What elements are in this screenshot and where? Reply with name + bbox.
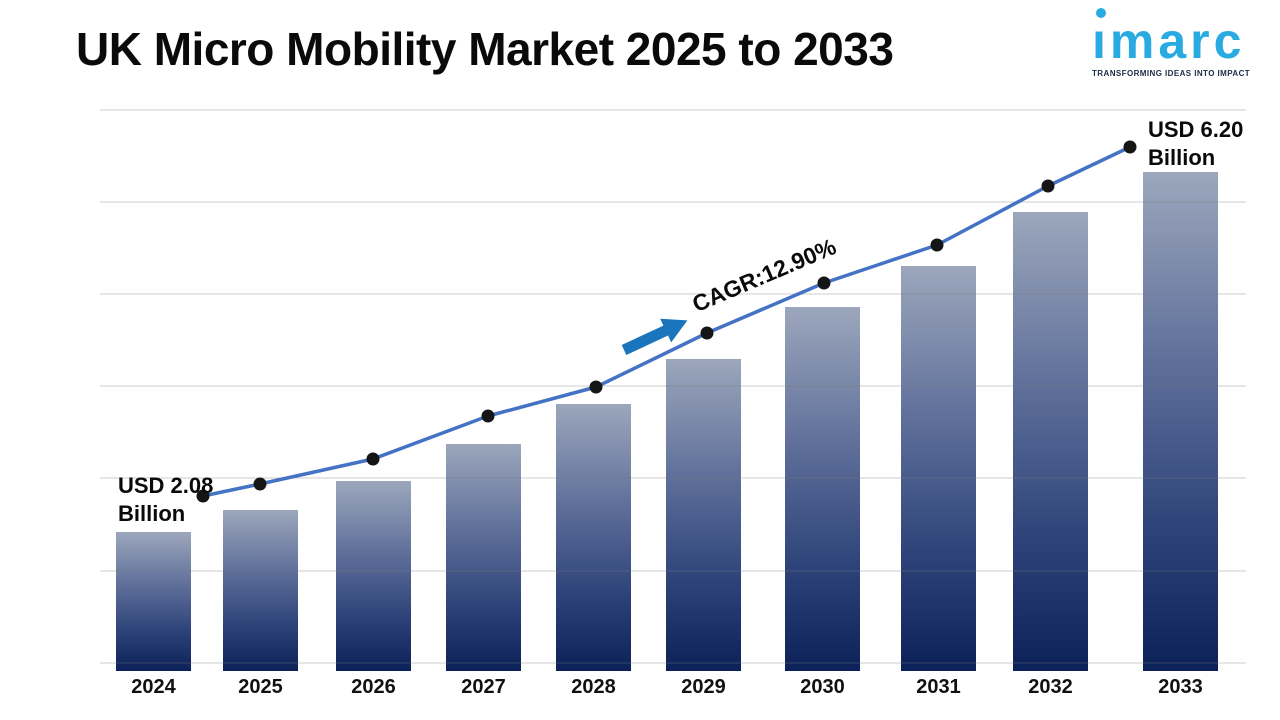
bar-2027 (446, 444, 521, 671)
data-point-2028 (589, 380, 603, 394)
logo-i-dot-icon (1096, 8, 1106, 18)
bar-2032 (1013, 212, 1088, 671)
data-point-2029 (700, 326, 714, 340)
data-point-2031 (930, 238, 944, 252)
annotation-end-line2: Billion (1148, 145, 1216, 170)
page-title: UK Micro Mobility Market 2025 to 2033 (76, 23, 894, 75)
bar-2024 (116, 532, 191, 671)
trend-line (201, 145, 1132, 498)
bar-2031 (901, 266, 976, 671)
data-point-2024 (196, 489, 210, 503)
imarc-logo: ımarc TRANSFORMING IDEAS INTO IMPACT (1092, 4, 1272, 78)
bar-2030 (785, 307, 860, 671)
bar-2029 (666, 359, 741, 671)
data-point-2032 (1041, 179, 1055, 193)
data-point-2026 (366, 452, 380, 466)
logo-wordmark: ımarc (1092, 13, 1246, 69)
annotation-end-value: USD 6.20 Billion (1148, 116, 1243, 172)
bar-2028 (556, 404, 631, 671)
data-point-2030 (817, 276, 831, 290)
annotation-start-value: USD 2.08 Billion (118, 472, 213, 528)
bar-2026 (336, 481, 411, 671)
bar-2033 (1143, 172, 1218, 671)
data-point-2025 (253, 477, 267, 491)
annotation-start-line2: Billion (118, 501, 186, 526)
logo-tagline: TRANSFORMING IDEAS INTO IMPACT (1092, 69, 1251, 78)
data-point-2027 (481, 409, 495, 423)
bar-2025 (223, 510, 298, 671)
annotation-start-line1: USD 2.08 (118, 473, 214, 498)
growth-arrow-icon (621, 318, 688, 355)
data-point-2033 (1123, 140, 1137, 154)
annotation-end-line1: USD 6.20 (1148, 117, 1244, 142)
